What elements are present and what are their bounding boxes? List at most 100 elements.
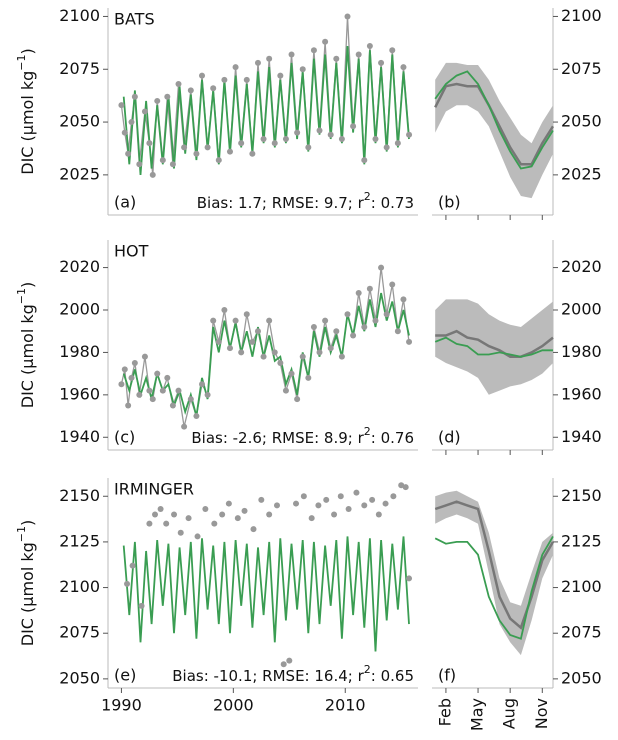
range-band: [435, 62, 553, 199]
observation-point: [308, 515, 315, 522]
observation-point: [361, 323, 368, 330]
observation-point: [327, 131, 334, 138]
observation-point: [322, 38, 329, 45]
y-tick-label: 2025: [59, 164, 100, 183]
observation-point: [375, 511, 382, 518]
observation-point: [383, 311, 390, 318]
x-tick-label: 2000: [213, 696, 254, 715]
observation-point: [333, 328, 340, 335]
y-tick-label: 2100: [59, 577, 100, 596]
observation-point: [366, 285, 373, 292]
observation-point: [305, 144, 312, 151]
observation-point: [260, 135, 267, 142]
observation-point: [149, 171, 156, 178]
y-axis-label-part: ): [18, 48, 37, 54]
observation-point: [310, 47, 317, 54]
model-line: [434, 535, 554, 640]
observation-point: [202, 506, 209, 513]
observation-point: [210, 317, 217, 324]
observation-point: [378, 264, 385, 271]
observation-point: [288, 51, 295, 58]
observation-point: [136, 161, 143, 168]
y-tick-label: 2125: [59, 531, 100, 550]
observation-point: [181, 423, 188, 430]
observation-point: [177, 529, 184, 536]
y-tick-label: 2150: [59, 486, 100, 505]
observation-point: [400, 64, 407, 71]
observation-point: [169, 402, 176, 409]
observation-point: [159, 387, 166, 394]
observation-point: [129, 562, 136, 569]
observation-point: [154, 370, 161, 377]
observation-point: [344, 13, 351, 20]
observation-point: [169, 161, 176, 168]
y-axis-label-part: ): [18, 520, 37, 526]
panel-label: (b): [438, 193, 461, 212]
observation-point: [282, 387, 289, 394]
observation-point: [345, 506, 352, 513]
observation-point: [366, 43, 373, 50]
stats-part: 2: [364, 425, 371, 438]
observation-point: [271, 349, 278, 356]
observation-point: [331, 511, 338, 518]
observation-point: [118, 381, 125, 388]
y-tick-label: 2075: [561, 59, 602, 78]
y-tick-label: 2100: [59, 6, 100, 25]
observation-point: [157, 506, 164, 513]
observation-point: [219, 511, 226, 518]
panel-label: (d): [438, 428, 461, 447]
observation-point: [266, 511, 273, 518]
observation-point: [327, 345, 334, 352]
y-tick-label: 2020: [59, 257, 100, 276]
panel-label: (a): [114, 193, 136, 212]
observation-point: [293, 500, 300, 507]
observation-point: [258, 496, 265, 503]
observation-point: [149, 396, 156, 403]
observation-point: [121, 366, 128, 373]
observation-point: [294, 129, 301, 136]
observation-point: [187, 87, 194, 94]
observation-point: [163, 520, 170, 527]
observation-point: [243, 76, 250, 83]
y-tick-label: 2050: [561, 668, 602, 687]
observation-point: [128, 119, 135, 126]
y-tick-label: 1960: [561, 384, 602, 403]
stats-part: Bias: 1.7; RMSE: 9.7; r: [197, 194, 365, 212]
observation-point: [299, 353, 306, 360]
observation-point: [199, 381, 206, 388]
observation-point: [316, 127, 323, 134]
observation-point: [185, 515, 192, 522]
y-axis-label-part: ): [18, 282, 37, 288]
y-tick-label: 2050: [561, 112, 602, 131]
observation-point: [193, 150, 200, 157]
observation-point: [299, 66, 306, 73]
observation-point: [406, 575, 413, 582]
y-axis-label-part: −1: [15, 288, 28, 304]
y-tick-label: 2000: [59, 300, 100, 319]
observation-point: [210, 85, 217, 92]
observation-mean-line: [434, 500, 555, 630]
observation-point: [125, 150, 132, 157]
x-tick-label: Nov: [532, 698, 551, 729]
observation-point: [175, 81, 182, 88]
observation-point: [193, 413, 200, 420]
observation-point: [204, 144, 211, 151]
observation-point: [187, 396, 194, 403]
observation-point: [221, 76, 228, 83]
x-tick-label: Aug: [500, 698, 519, 729]
observation-point: [406, 131, 413, 138]
y-tick-label: 2125: [561, 531, 602, 550]
observation-point: [305, 374, 312, 381]
y-tick-label: 2100: [561, 577, 602, 596]
observation-point: [164, 374, 171, 381]
observation-point: [294, 396, 301, 403]
observation-point: [288, 370, 295, 377]
observation-point: [266, 317, 273, 324]
observation-point: [159, 157, 166, 164]
y-tick-label: 2050: [59, 668, 100, 687]
stats-part: : 0.73: [371, 194, 414, 212]
y-axis-label: DIC (μmol kg−1): [15, 282, 37, 409]
observation-point: [215, 338, 222, 345]
y-tick-label: 2150: [561, 486, 602, 505]
observation-point: [146, 387, 153, 394]
